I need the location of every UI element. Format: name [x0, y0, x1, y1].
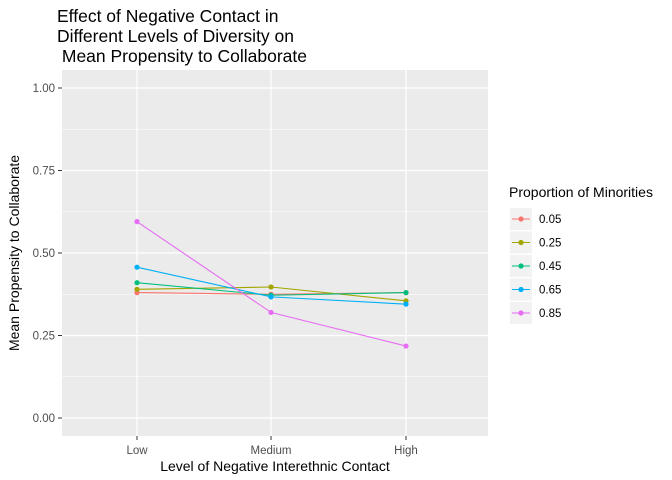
chart-title: Effect of Negative Contact in Different … [57, 6, 307, 66]
x-tick-label: High [394, 445, 418, 457]
legend-key-point [518, 263, 524, 269]
series-0.85 [134, 219, 409, 349]
data-point [134, 280, 140, 286]
legend-title: Proportion of Minorities [509, 184, 653, 200]
legend-item: 0.85 [510, 302, 561, 324]
legend: Proportion of Minorities 0.05 0.25 0.45 0.6… [509, 184, 653, 324]
x-tick-label: Medium [251, 445, 292, 457]
y-tick-label: 0.00 [33, 413, 55, 425]
chart-title-line-3: Mean Propensity to Collaborate [57, 46, 307, 66]
legend-key-point [518, 216, 524, 222]
legend-key-point [518, 310, 524, 316]
legend-label: 0.65 [539, 285, 561, 297]
legend-key-point [518, 239, 524, 246]
legend-label: 0.25 [539, 238, 561, 250]
y-tick-label: 0.75 [33, 166, 55, 178]
y-tick-label: 0.25 [33, 331, 55, 343]
legend-items: 0.05 0.25 0.45 0.65 0.85 [510, 208, 561, 324]
data-point [268, 284, 274, 290]
series-layer [134, 219, 409, 349]
data-point [268, 294, 274, 300]
data-point [134, 264, 140, 270]
data-point [403, 290, 409, 296]
x-axis-title: Level of Negative Interethnic Contact [160, 458, 390, 474]
legend-item: 0.65 [510, 278, 561, 301]
chart-title-line-2: Different Levels of Diversity on [57, 26, 294, 46]
legend-label: 0.45 [539, 261, 561, 273]
data-point [134, 219, 140, 225]
y-tick-label: 1.00 [33, 83, 55, 95]
data-point [403, 301, 409, 307]
grid-major [62, 70, 488, 436]
chart-title-line-1: Effect of Negative Contact in [57, 6, 278, 26]
data-point [403, 343, 409, 349]
legend-label: 0.05 [539, 214, 561, 226]
data-point [134, 286, 140, 292]
data-point [268, 309, 274, 315]
series-0.65 [134, 264, 409, 307]
x-tick-label: Low [126, 445, 148, 457]
y-axis-title: Mean Propensity to Collaborate [6, 155, 22, 351]
legend-item: 0.25 [510, 231, 561, 254]
legend-key-point [518, 286, 524, 293]
legend-item: 0.45 [510, 255, 561, 277]
legend-item: 0.05 [510, 208, 561, 230]
legend-label: 0.85 [539, 308, 561, 320]
y-tick-label: 0.50 [33, 248, 55, 260]
x-axis: Low Medium High [126, 436, 418, 457]
y-axis: 0.00 0.25 0.50 0.75 1.00 [33, 83, 62, 425]
